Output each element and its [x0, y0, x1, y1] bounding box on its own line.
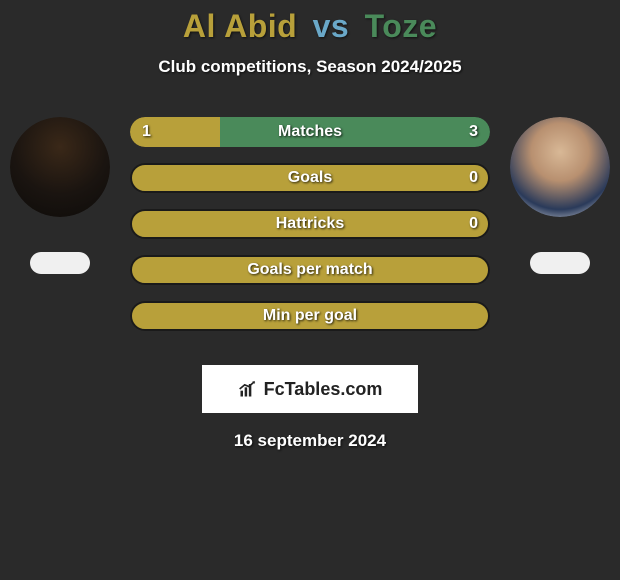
stat-bar-goals: Goals0: [130, 163, 490, 193]
bar-value-right: 0: [469, 163, 478, 193]
stat-bar-matches: Matches1 3: [130, 117, 490, 147]
stat-bar-min-per-goal: Min per goal: [130, 301, 490, 331]
brand-text: FcTables.com: [264, 379, 383, 400]
bar-label: Min per goal: [130, 301, 490, 331]
bar-label: Matches: [130, 117, 490, 147]
title-player1: Al Abid: [183, 8, 297, 44]
bar-value-left: 1: [142, 117, 151, 147]
page-title: Al Abid vs Toze: [0, 8, 620, 45]
flag-player2: [530, 252, 590, 274]
comparison-area: Matches13Goals0Hattricks0Goals per match…: [0, 107, 620, 347]
subtitle: Club competitions, Season 2024/2025: [0, 57, 620, 77]
avatar-player1-image: [10, 117, 110, 217]
avatar-player2-image: [510, 117, 610, 217]
avatar-player1: [10, 117, 110, 217]
stat-bar-hattricks: Hattricks0: [130, 209, 490, 239]
title-player2: Toze: [365, 8, 438, 44]
bar-label: Goals per match: [130, 255, 490, 285]
stat-bar-goals-per-match: Goals per match: [130, 255, 490, 285]
bar-value-right: 3: [469, 117, 478, 147]
date-label: 16 september 2024: [0, 431, 620, 451]
flag-player1: [30, 252, 90, 274]
stat-bars: Matches13Goals0Hattricks0Goals per match…: [130, 117, 490, 347]
bar-label: Goals: [130, 163, 490, 193]
bar-label: Hattricks: [130, 209, 490, 239]
avatar-player2: [510, 117, 610, 217]
comparison-widget: Al Abid vs Toze Club competitions, Seaso…: [0, 0, 620, 451]
bar-value-right: 0: [469, 209, 478, 239]
brand-badge[interactable]: FcTables.com: [202, 365, 418, 413]
title-vs: vs: [313, 8, 350, 44]
chart-icon: [238, 379, 258, 399]
